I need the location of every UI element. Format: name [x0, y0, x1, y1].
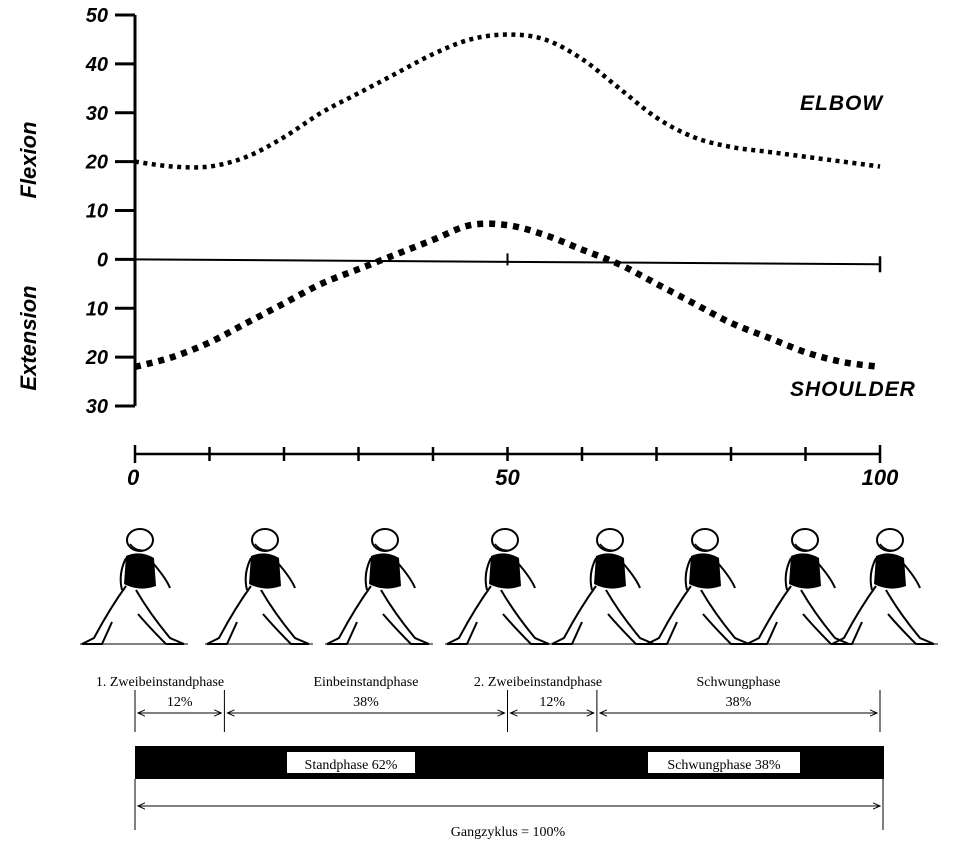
walker-figure	[444, 528, 554, 645]
phase-label: 1. Zweibeinstandphase	[96, 675, 224, 690]
phase-label: Schwungphase	[696, 675, 780, 690]
phase-percent: 38%	[726, 695, 752, 710]
x-tick-label: 100	[862, 465, 899, 490]
x-tick-label: 0	[127, 465, 140, 490]
y-tick-label: 10	[86, 298, 108, 320]
y-title-extension: Extension	[16, 285, 41, 390]
y-tick-label: 0	[97, 249, 108, 271]
walker-figure	[204, 528, 314, 645]
y-title-flexion: Flexion	[16, 121, 41, 198]
phase-percent: 38%	[353, 695, 379, 710]
walker-figure	[324, 528, 434, 645]
walker-figure	[644, 528, 754, 645]
walker-figure	[549, 528, 659, 645]
x-axis: 0 50 100	[127, 253, 899, 490]
gait-cycle: Gangzyklus = 100%	[134, 779, 884, 840]
phase-label: Einbeinstandphase	[313, 675, 418, 690]
phase-bar-label: Standphase 62%	[305, 758, 398, 773]
x-tick-label: 50	[495, 465, 520, 490]
y-tick-label: 10	[86, 201, 108, 223]
series-label-elbow: ELBOW	[800, 92, 884, 115]
y-tick-label: 20	[85, 347, 108, 369]
y-tick-label: 50	[86, 5, 108, 27]
phase-bar-box	[287, 752, 415, 773]
series-line-elbow	[134, 32, 881, 170]
gait-phases: 1. Zweibeinstandphase 12% Einbeinstandphas…	[96, 675, 881, 732]
walker-figure	[79, 528, 189, 645]
series-label-shoulder: SHOULDER	[790, 378, 916, 401]
cycle-label: Gangzyklus = 100%	[451, 825, 566, 840]
y-axis-titles: Flexion Extension	[16, 121, 41, 390]
walker-figures	[79, 528, 939, 645]
y-tick-label: 20	[85, 152, 108, 174]
walker-figure	[829, 528, 939, 645]
phase-label: 2. Zweibeinstandphase	[474, 675, 602, 690]
phase-bar: Standphase 62% Schwungphase 38%	[135, 746, 884, 779]
phase-percent: 12%	[539, 695, 565, 710]
y-tick-label: 40	[85, 54, 108, 76]
walker-figure	[744, 528, 854, 645]
y-axis: 50 40 30 20 10 0 10 20 30	[85, 5, 137, 418]
y-tick-label: 30	[86, 396, 108, 418]
series-line-shoulder	[134, 220, 881, 371]
phase-percent: 12%	[167, 695, 193, 710]
phase-bar-label: Schwungphase 38%	[667, 758, 780, 773]
phase-bar-box	[648, 752, 800, 773]
y-tick-label: 30	[86, 103, 108, 125]
series-layer: ELBOW SHOULDER	[134, 32, 916, 401]
